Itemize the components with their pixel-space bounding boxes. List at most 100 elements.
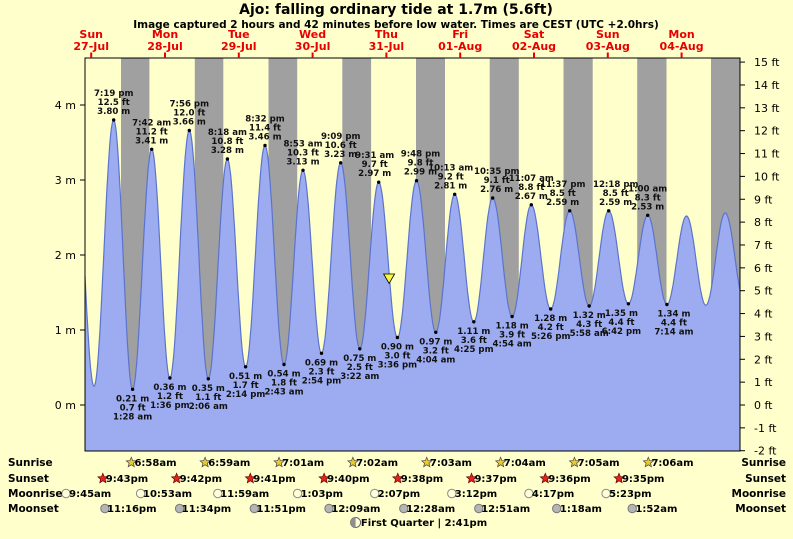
sunset-time: 9:35pm — [622, 474, 664, 485]
moonrise-time: 3:12pm — [455, 489, 497, 500]
moonrise-icon — [524, 488, 534, 499]
sunrise-time: 6:59am — [208, 458, 250, 469]
moonset-icon — [627, 503, 637, 514]
moonset-icon — [399, 503, 409, 514]
low-tide-label: 1.32 m 4.3 ft 5:58 am — [570, 311, 609, 339]
tide-extreme-dot — [319, 351, 324, 355]
high-tide-label: 8:18 am 10.8 ft 3.28 m — [208, 128, 247, 156]
y-axis-label-ft: 2 ft — [754, 353, 773, 366]
y-axis-label-ft: 1 ft — [754, 376, 773, 389]
high-tide-label: 12:18 pm 8.5 ft 2.59 m — [593, 180, 638, 208]
moonrise-time: 11:59am — [220, 489, 269, 500]
y-axis-label-ft: -1 ft — [754, 422, 777, 435]
sunrise-icon — [568, 456, 581, 468]
y-axis-label-m: 0 m — [55, 399, 76, 412]
sunrise-icon — [125, 456, 138, 468]
sunrise-time: 7:03am — [430, 458, 472, 469]
moonrise-icon — [292, 488, 303, 499]
day-label-date: 02-Aug — [512, 40, 556, 53]
low-tide-label: 0.36 m 1.2 ft 1:36 pm — [150, 383, 190, 411]
y-axis-label-ft: 4 ft — [754, 308, 773, 321]
y-axis-label-ft: 11 ft — [754, 148, 780, 161]
y-axis-label-m: 4 m — [55, 99, 76, 112]
tide-extreme-dot — [263, 143, 267, 148]
sunset-row-label-right: Sunset — [745, 473, 786, 485]
day-label-date: 03-Aug — [586, 40, 630, 53]
low-tide-label: 1.28 m 4.2 ft 5:26 pm — [531, 314, 571, 342]
sunrise-icon — [199, 456, 211, 468]
sunset-icon — [244, 472, 257, 484]
y-axis-label-m: 3 m — [55, 174, 76, 187]
day-label-date: 30-Jul — [295, 40, 331, 53]
tide-extreme-dot — [529, 203, 533, 207]
y-axis-label-ft: 7 ft — [754, 239, 773, 252]
high-tide-label: 7:19 pm 12.5 ft 3.80 m — [94, 89, 134, 117]
tide-extreme-dot — [453, 192, 457, 196]
moonset-icon — [249, 503, 260, 514]
sunrise-icon — [642, 456, 655, 468]
day-label-date: 27-Jul — [73, 40, 109, 53]
high-tide-label: 1:00 am 8.3 ft 2.53 m — [628, 184, 667, 212]
sunrise-time: 7:05am — [578, 458, 620, 469]
day-label-name: Mon — [668, 28, 694, 41]
day-label-name: Fri — [452, 28, 468, 41]
day-label-name: Sun — [79, 28, 103, 41]
sunrise-time: 7:06am — [651, 458, 693, 469]
tide-extreme-dot — [665, 302, 669, 307]
tide-extreme-dot — [301, 168, 305, 172]
sunset-icon — [539, 472, 552, 484]
tide-extreme-dot — [112, 118, 116, 122]
tide-extreme-dot — [626, 302, 631, 306]
high-tide-label: 11:07 am 8.8 ft 2.67 m — [509, 174, 554, 202]
tide-extreme-dot — [282, 362, 286, 367]
sun-moon-rows-layer: 6:58am 6:59am 7:01am 7:02am 7:03am 7:04am 7:05… — [61, 456, 694, 528]
y-axis-label-m: 2 m — [55, 249, 76, 262]
first-quarter-moon-shade — [350, 517, 356, 528]
day-label-name: Sat — [524, 28, 545, 41]
sunset-time: 9:42pm — [180, 474, 222, 485]
tide-extreme-dot — [510, 314, 514, 319]
tide-extreme-dot — [150, 147, 154, 151]
low-tide-label: 0.90 m 3.0 ft 3:36 pm — [378, 343, 418, 371]
y-axis-label-ft: 6 ft — [754, 262, 773, 275]
day-label-name: Thu — [375, 28, 398, 41]
y-axis-label-ft: 3 ft — [754, 330, 773, 343]
sunrise-time: 7:01am — [282, 458, 324, 469]
tide-extreme-dot — [414, 179, 419, 183]
sunset-time: 9:36pm — [548, 474, 590, 485]
y-axis-label-ft: -2 ft — [754, 445, 777, 458]
low-tide-label: 0.97 m 3.2 ft 4:04 am — [416, 337, 455, 365]
low-tide-label: 1.35 m 4.4 ft 6:42 pm — [602, 309, 642, 337]
tide-event-labels-layer: 7:19 pm 12.5 ft 3.80 m 0.21 m 0.7 ft 1:28 am 7… — [94, 89, 694, 422]
sunrise-icon — [347, 456, 359, 468]
day-label-date: 31-Jul — [369, 40, 405, 53]
moonset-time: 12:09am — [331, 504, 380, 515]
low-tide-label: 0.35 m 1.1 ft 2:06 am — [189, 384, 228, 412]
moonset-row-label-left: Moonset — [8, 503, 59, 515]
moonrise-time: 10:53am — [143, 489, 192, 500]
moonset-row-label-right: Moonset — [735, 503, 786, 515]
y-axis-label-ft: 9 ft — [754, 193, 773, 206]
y-axis-label-m: 1 m — [55, 324, 76, 337]
tide-extreme-dot — [434, 330, 438, 334]
sunset-time: 9:41pm — [253, 474, 295, 485]
sunset-time: 9:40pm — [327, 474, 369, 485]
low-tide-label: 1.18 m 3.9 ft 4:54 am — [493, 322, 532, 350]
tide-extreme-dot — [587, 304, 591, 308]
moonset-time: 12:28am — [406, 504, 455, 515]
low-tide-label: 0.69 m 2.3 ft 2:54 pm — [302, 358, 342, 386]
moonrise-time: 9:45am — [69, 489, 111, 500]
day-label-date: 04-Aug — [660, 40, 704, 53]
low-tide-label: 0.51 m 1.7 ft 2:14 pm — [226, 372, 266, 400]
sunrise-icon — [420, 456, 433, 468]
moonrise-icon — [135, 488, 146, 499]
tide-extreme-dot — [646, 213, 650, 217]
tide-extreme-dot — [225, 157, 230, 161]
moonrise-time: 1:03pm — [301, 489, 343, 500]
tide-curve-area — [85, 120, 740, 451]
tide-extreme-dot — [130, 387, 135, 391]
moonrise-icon — [61, 488, 71, 499]
low-tide-label: 1.34 m 4.4 ft 7:14 am — [654, 310, 693, 338]
tide-curve-layer — [84, 119, 741, 451]
